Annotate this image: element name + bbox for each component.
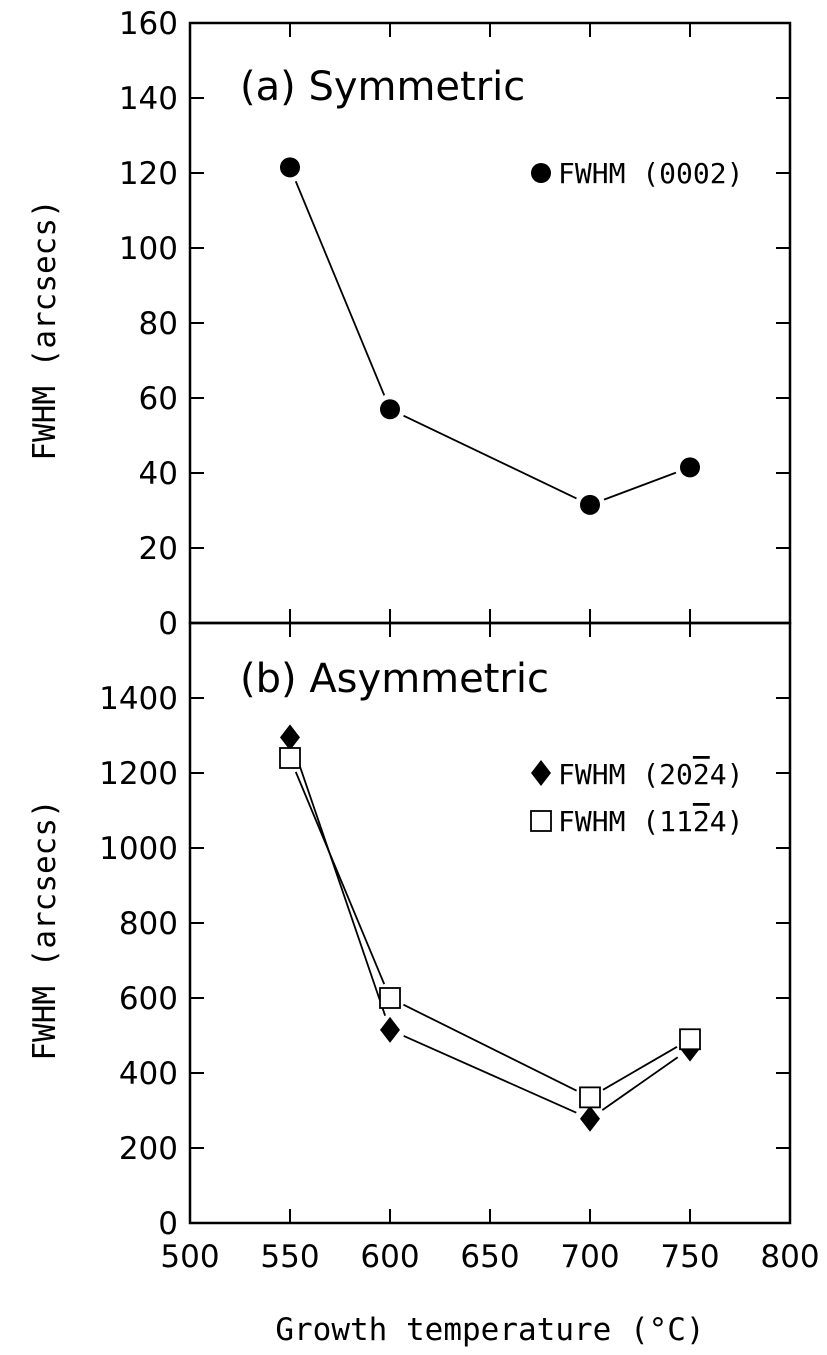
panel-b: 0 200 400 600 800 1000 1200 1400 500 550 600 650 70… [27, 621, 820, 1348]
panel-b-series [279, 724, 701, 1132]
y-tick-label: 0 [158, 606, 178, 642]
data-point-circle [280, 157, 300, 178]
panel-a-title: (a) Symmetric [240, 64, 525, 110]
y-tick-label: 1200 [99, 756, 178, 792]
y-tick-label: 200 [119, 1131, 178, 1167]
y-tick-label: 1400 [99, 681, 178, 717]
series-segment [403, 414, 577, 500]
y-tick-label: 20 [139, 531, 178, 567]
overbar-digit: 2 [693, 758, 710, 791]
y-tick-label: 800 [119, 906, 178, 942]
series-segment [403, 1035, 577, 1114]
series-segment [294, 751, 386, 1016]
panel-b-frame [188, 621, 792, 1225]
data-point-circle [380, 399, 400, 420]
series-segment [294, 180, 386, 396]
series-segment [294, 771, 386, 985]
legend-label-2024: FWHM (2024) [558, 758, 743, 791]
data-point-diamond [380, 1016, 400, 1043]
overbar-digit: 2 [693, 805, 710, 838]
x-tick-label: 650 [460, 1239, 519, 1275]
x-axis-label: Growth temperature (°C) [275, 1312, 704, 1348]
x-tick-label: 750 [660, 1239, 719, 1275]
y-tick-label: 140 [119, 81, 178, 117]
panel-b-y-axis-label: FWHM (arcsecs) [27, 799, 63, 1060]
y-tick-label: 120 [119, 156, 178, 192]
panel-a-series [280, 157, 700, 515]
x-axis-ticks: 500 550 600 650 700 750 800 [160, 623, 820, 1275]
x-tick-label: 550 [260, 1239, 319, 1275]
panel-a-frame [188, 21, 792, 625]
legend-marker-1124 [530, 810, 552, 832]
panel-a-legend: FWHM (0002) [531, 157, 743, 190]
panel-b-title: (b) Asymmetric [240, 656, 549, 702]
y-tick-label: 0 [158, 1206, 178, 1242]
series-segment [601, 1056, 679, 1111]
y-tick-label: 400 [119, 1056, 178, 1092]
panel-a-y-axis-label: FWHM (arcsecs) [27, 199, 63, 460]
data-point-square [279, 747, 301, 769]
data-point-square [579, 1086, 601, 1109]
y-tick-label: 160 [119, 6, 178, 42]
panel-a-y-ticks: 0 20 40 60 80 100 120 140 160 [119, 6, 791, 642]
panel-b-legend: FWHM (2024) FWHM (1124) [530, 758, 743, 838]
y-tick-label: 60 [139, 381, 178, 417]
x-tick-label: 600 [360, 1239, 419, 1275]
data-point-circle [680, 457, 700, 478]
y-tick-label: 600 [119, 981, 178, 1017]
series-segment [403, 1003, 577, 1092]
data-point-square [379, 987, 401, 1009]
data-point-square [679, 1028, 701, 1051]
series-segment [603, 471, 677, 501]
x-tick-label: 700 [560, 1239, 619, 1275]
series-segment [602, 1046, 678, 1091]
y-tick-label: 100 [119, 231, 178, 267]
x-tick-label: 500 [160, 1239, 219, 1275]
data-point-circle [580, 494, 600, 515]
x-tick-label: 800 [760, 1239, 819, 1275]
panel-b-y-ticks: 0 200 400 600 800 1000 1200 1400 [99, 681, 790, 1242]
legend-label-0002: FWHM (0002) [558, 157, 743, 190]
y-tick-label: 80 [139, 306, 178, 342]
data-point-diamond [280, 724, 300, 751]
data-point-diamond [580, 1105, 600, 1132]
legend-marker-2024 [531, 760, 551, 786]
y-tick-label: 1000 [99, 831, 178, 867]
legend-label-1124: FWHM (1124) [558, 805, 743, 838]
y-tick-label: 40 [139, 456, 178, 492]
legend-marker-0002 [531, 163, 551, 183]
panel-a: 0 20 40 60 80 100 120 140 160 (a) Symmetric FWHM… [27, 6, 792, 642]
